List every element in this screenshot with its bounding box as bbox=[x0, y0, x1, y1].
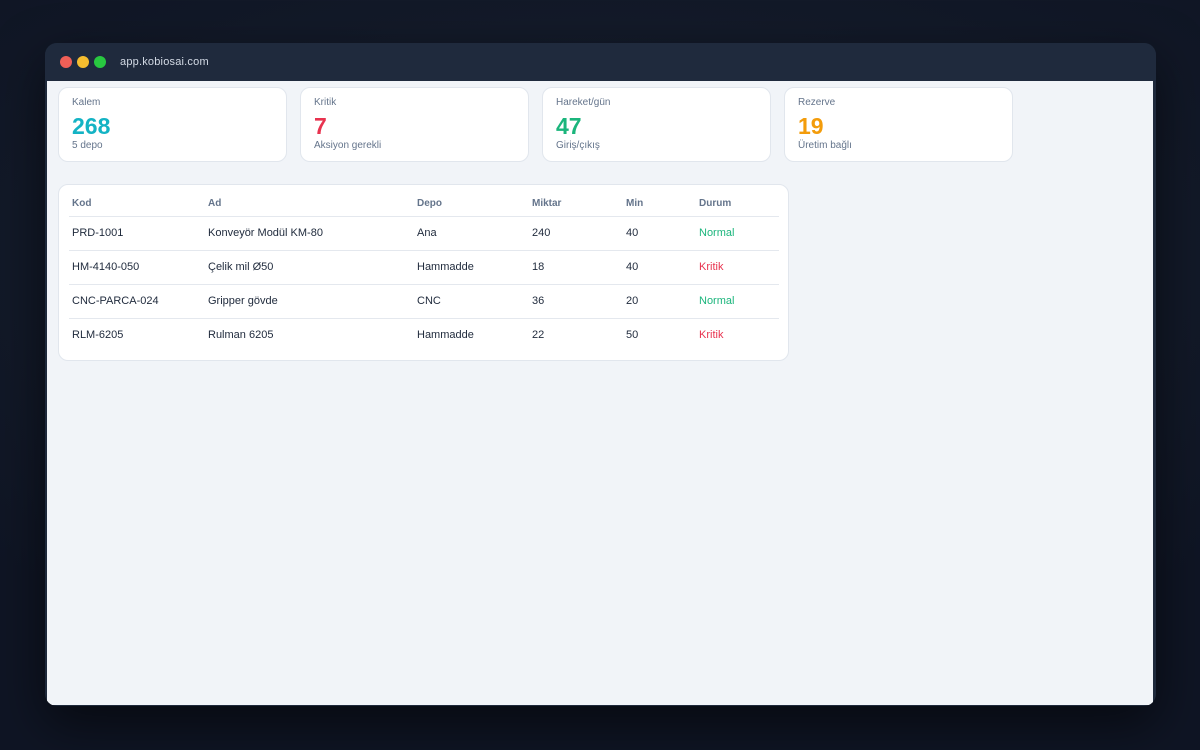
cell-ad: Çelik mil Ø50 bbox=[205, 250, 414, 285]
stat-label: Rezerve bbox=[798, 97, 836, 108]
stat-subtext: 5 depo bbox=[72, 140, 103, 151]
stat-label: Kritik bbox=[314, 97, 337, 108]
table-row[interactable]: RLM-6205 Rulman 6205 Hammadde 22 50 Krit… bbox=[69, 318, 779, 352]
cell-status: Normal bbox=[696, 284, 779, 319]
minimize-window-button[interactable] bbox=[77, 56, 89, 68]
cell-miktar: 36 bbox=[529, 284, 623, 319]
inventory-table: Kod Ad Depo Miktar Min Durum PRD-1001 Ko… bbox=[69, 191, 779, 352]
browser-titlebar: app.kobiosai.com bbox=[45, 43, 1156, 81]
stat-value: 7 bbox=[314, 113, 327, 139]
stat-card-hareket: Hareket/gün 47 Giriş/çıkış bbox=[542, 87, 771, 162]
app-content: Kalem 268 5 depo Kritik 7 Aksiyon gerekl… bbox=[47, 81, 1153, 705]
table-row[interactable]: CNC-PARCA-024 Gripper gövde CNC 36 20 No… bbox=[69, 284, 779, 319]
cell-kod: HM-4140-050 bbox=[69, 250, 205, 285]
column-header-miktar[interactable]: Miktar bbox=[529, 191, 623, 217]
cell-miktar: 240 bbox=[529, 216, 623, 251]
cell-min: 40 bbox=[623, 216, 696, 251]
cell-kod: PRD-1001 bbox=[69, 216, 205, 251]
stat-value: 19 bbox=[798, 113, 824, 139]
cell-min: 40 bbox=[623, 250, 696, 285]
column-header-min[interactable]: Min bbox=[623, 191, 696, 217]
cell-min: 50 bbox=[626, 329, 639, 342]
stat-card-kalem: Kalem 268 5 depo bbox=[58, 87, 287, 162]
cell-depo: Ana bbox=[414, 216, 529, 251]
browser-window: app.kobiosai.com Kalem 268 5 depo Kritik… bbox=[45, 43, 1156, 706]
close-window-button[interactable] bbox=[60, 56, 72, 68]
column-header-ad[interactable]: Ad bbox=[205, 191, 414, 217]
cell-ad: Konveyör Modül KM-80 bbox=[205, 216, 414, 251]
stat-label: Kalem bbox=[72, 97, 101, 108]
stat-subtext: Giriş/çıkış bbox=[556, 140, 600, 151]
stat-cards: Kalem 268 5 depo Kritik 7 Aksiyon gerekl… bbox=[58, 87, 1013, 162]
stat-subtext: Üretim bağlı bbox=[798, 140, 852, 151]
cell-ad: Gripper gövde bbox=[205, 284, 414, 319]
stat-card-rezerve: Rezerve 19 Üretim bağlı bbox=[784, 87, 1013, 162]
stat-label: Hareket/gün bbox=[556, 97, 611, 108]
cell-depo: CNC bbox=[414, 284, 529, 319]
cell-kod: CNC-PARCA-024 bbox=[69, 284, 205, 319]
column-header-kod[interactable]: Kod bbox=[69, 191, 205, 217]
stat-value: 47 bbox=[556, 113, 582, 139]
cell-depo: Hammadde bbox=[414, 250, 529, 285]
cell-min: 20 bbox=[623, 284, 696, 319]
table-header-row: Kod Ad Depo Miktar Min Durum bbox=[69, 191, 779, 217]
table-row[interactable]: PRD-1001 Konveyör Modül KM-80 Ana 240 40… bbox=[69, 216, 779, 251]
stat-value: 268 bbox=[72, 113, 111, 139]
cell-miktar: 18 bbox=[529, 250, 623, 285]
column-header-durum[interactable]: Durum bbox=[696, 191, 779, 217]
inventory-table-card: Kod Ad Depo Miktar Min Durum PRD-1001 Ko… bbox=[58, 184, 789, 361]
cell-kod: RLM-6205 bbox=[72, 329, 124, 342]
cell-depo: Hammadde bbox=[417, 329, 474, 342]
maximize-window-button[interactable] bbox=[94, 56, 106, 68]
cell-status: Normal bbox=[696, 216, 779, 251]
stat-card-kritik: Kritik 7 Aksiyon gerekli bbox=[300, 87, 529, 162]
cell-miktar: 22 bbox=[532, 329, 545, 342]
cell-status: Kritik bbox=[699, 329, 724, 342]
table-row[interactable]: HM-4140-050 Çelik mil Ø50 Hammadde 18 40… bbox=[69, 250, 779, 285]
stat-subtext: Aksiyon gerekli bbox=[314, 140, 382, 151]
address-bar-url[interactable]: app.kobiosai.com bbox=[120, 56, 209, 68]
cell-ad: Rulman 6205 bbox=[208, 329, 274, 342]
cell-status: Kritik bbox=[696, 250, 779, 285]
column-header-depo[interactable]: Depo bbox=[414, 191, 529, 217]
